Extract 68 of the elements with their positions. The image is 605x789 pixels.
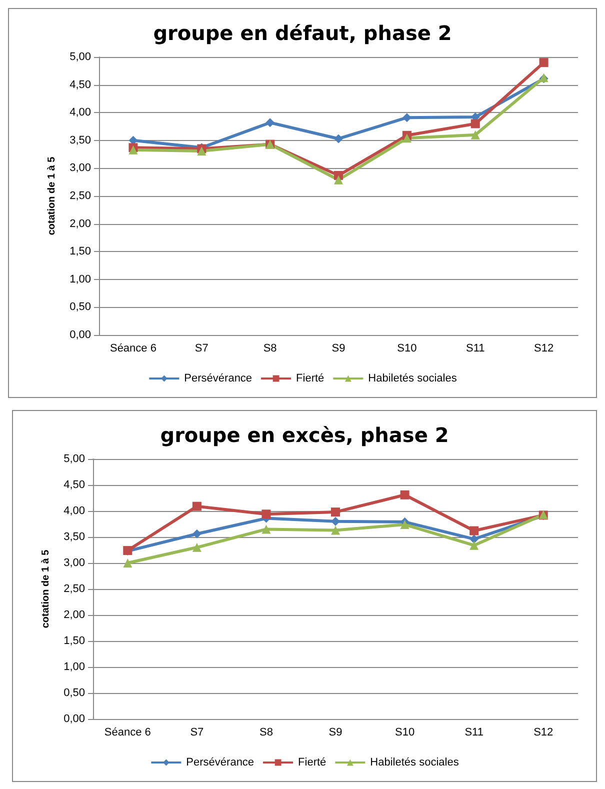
y-tick-label: 1,50 — [70, 246, 91, 258]
legend-label: Persévérance — [184, 372, 252, 384]
point — [331, 516, 340, 526]
point — [470, 534, 479, 544]
point — [262, 524, 271, 534]
y-axis-title: cotation de 1 à 5 — [46, 156, 58, 236]
y-tick-label: 1,50 — [64, 635, 85, 647]
y-tick-label: 2,50 — [64, 583, 85, 595]
y-tick-label: 5,00 — [64, 453, 85, 465]
x-tick-label: S9 — [328, 726, 342, 738]
y-tick-label: 2,50 — [70, 190, 91, 202]
point — [192, 502, 202, 511]
y-tick-label: 4,50 — [64, 479, 85, 491]
y-tick-label: 1,00 — [64, 661, 85, 673]
y-tick-label: 3,00 — [64, 557, 85, 569]
x-tick-label: S7 — [194, 342, 208, 354]
point — [539, 58, 548, 68]
y-tick-label: 3,50 — [64, 531, 85, 543]
y-tick-label: 0,50 — [70, 301, 91, 314]
point — [402, 113, 412, 122]
y-tick-label: 2,00 — [64, 609, 85, 621]
legend-label: Fierté — [296, 372, 324, 384]
point — [402, 134, 412, 143]
x-tick-label: S10 — [394, 726, 415, 738]
x-tick-label: S8 — [263, 342, 277, 354]
legend-label: Fierté — [298, 756, 326, 768]
point — [400, 490, 410, 500]
x-tick-label: S11 — [464, 726, 484, 738]
x-tick-label: S11 — [466, 342, 485, 354]
legend-label: Habiletés sociales — [368, 372, 458, 384]
point — [400, 520, 410, 530]
y-tick-label: 1,00 — [70, 273, 91, 286]
point — [192, 529, 202, 538]
point — [334, 175, 343, 184]
y-tick-label: 2,00 — [70, 218, 91, 230]
x-tick-label: Séance 6 — [104, 726, 151, 738]
legend-label: Habiletés sociales — [370, 756, 460, 768]
y-tick-label: 0,50 — [64, 687, 85, 699]
point — [262, 510, 271, 519]
y-axis-title: cotation de 1 à 5 — [40, 549, 52, 628]
x-tick-label: S8 — [259, 726, 273, 738]
point — [123, 558, 132, 568]
legend-label: Persévérance — [186, 756, 254, 768]
x-tick-label: S9 — [332, 342, 346, 354]
point — [334, 134, 343, 144]
y-tick-label: 3,50 — [70, 134, 91, 146]
y-tick-label: 5,00 — [70, 51, 91, 63]
y-tick-label: 0,00 — [70, 329, 91, 341]
x-tick-label: S12 — [534, 342, 554, 354]
y-tick-label: 4,00 — [70, 106, 91, 119]
y-tick-label: 4,00 — [64, 505, 85, 517]
point — [470, 540, 479, 550]
point — [470, 526, 479, 536]
x-tick-label: S7 — [190, 726, 204, 738]
point — [192, 542, 202, 552]
y-tick-label: 4,50 — [70, 78, 91, 91]
x-tick-label: S10 — [397, 342, 417, 354]
y-tick-label: 0,00 — [64, 713, 85, 725]
point — [470, 119, 480, 128]
x-tick-label: S12 — [534, 726, 554, 738]
chart-title: groupe en défaut, phase 2 — [153, 21, 452, 45]
x-tick-label: Séance 6 — [110, 342, 156, 354]
chart-title: groupe en excès, phase 2 — [160, 423, 449, 447]
y-tick-label: 3,00 — [70, 162, 91, 174]
point — [266, 118, 275, 128]
point — [331, 526, 340, 535]
point — [470, 130, 480, 140]
point — [331, 508, 340, 517]
